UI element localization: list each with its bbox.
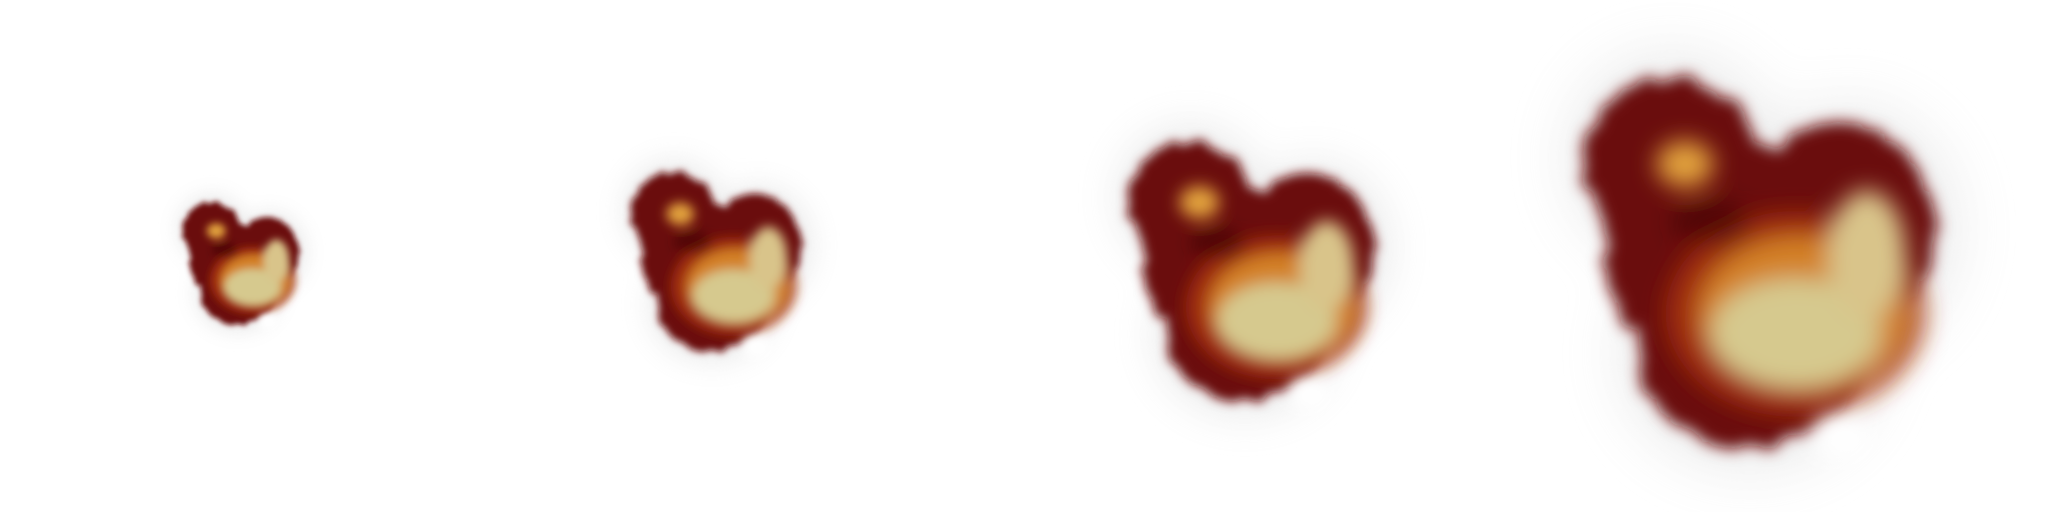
blob-largest (1568, 54, 1958, 470)
blob-large (1118, 125, 1391, 416)
blob-medium (624, 160, 813, 362)
blob-small (178, 194, 307, 332)
